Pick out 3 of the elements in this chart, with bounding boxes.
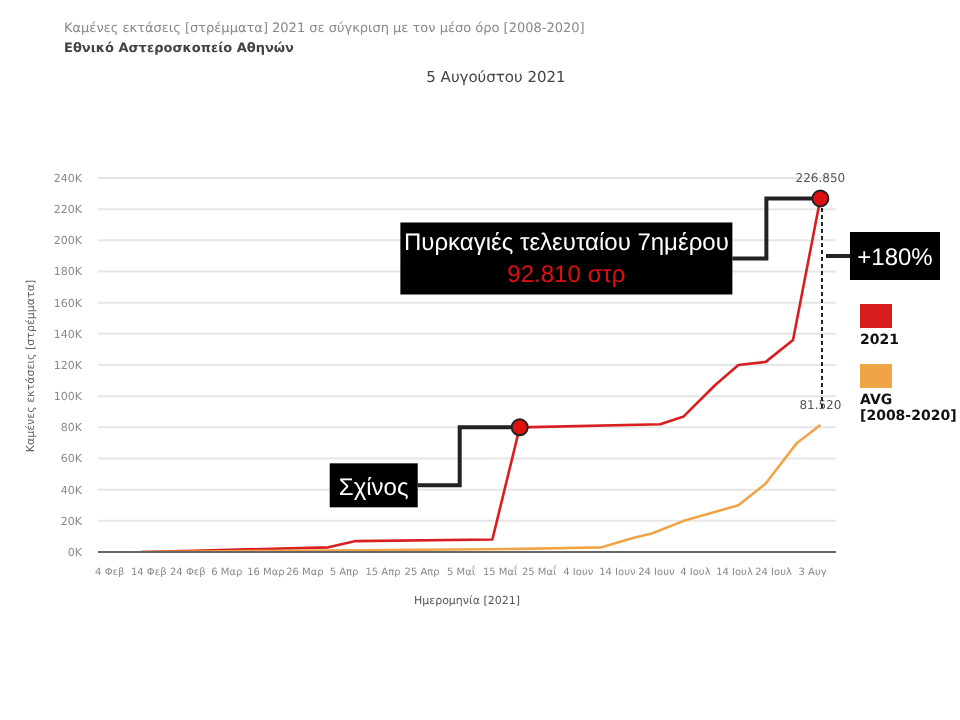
annotation: Σχίνος <box>338 473 409 502</box>
text: +180% <box>857 243 934 271</box>
annotation: Πυρκαγιές τελευταίου 7ημέρου 92.810 στρ <box>403 228 729 289</box>
